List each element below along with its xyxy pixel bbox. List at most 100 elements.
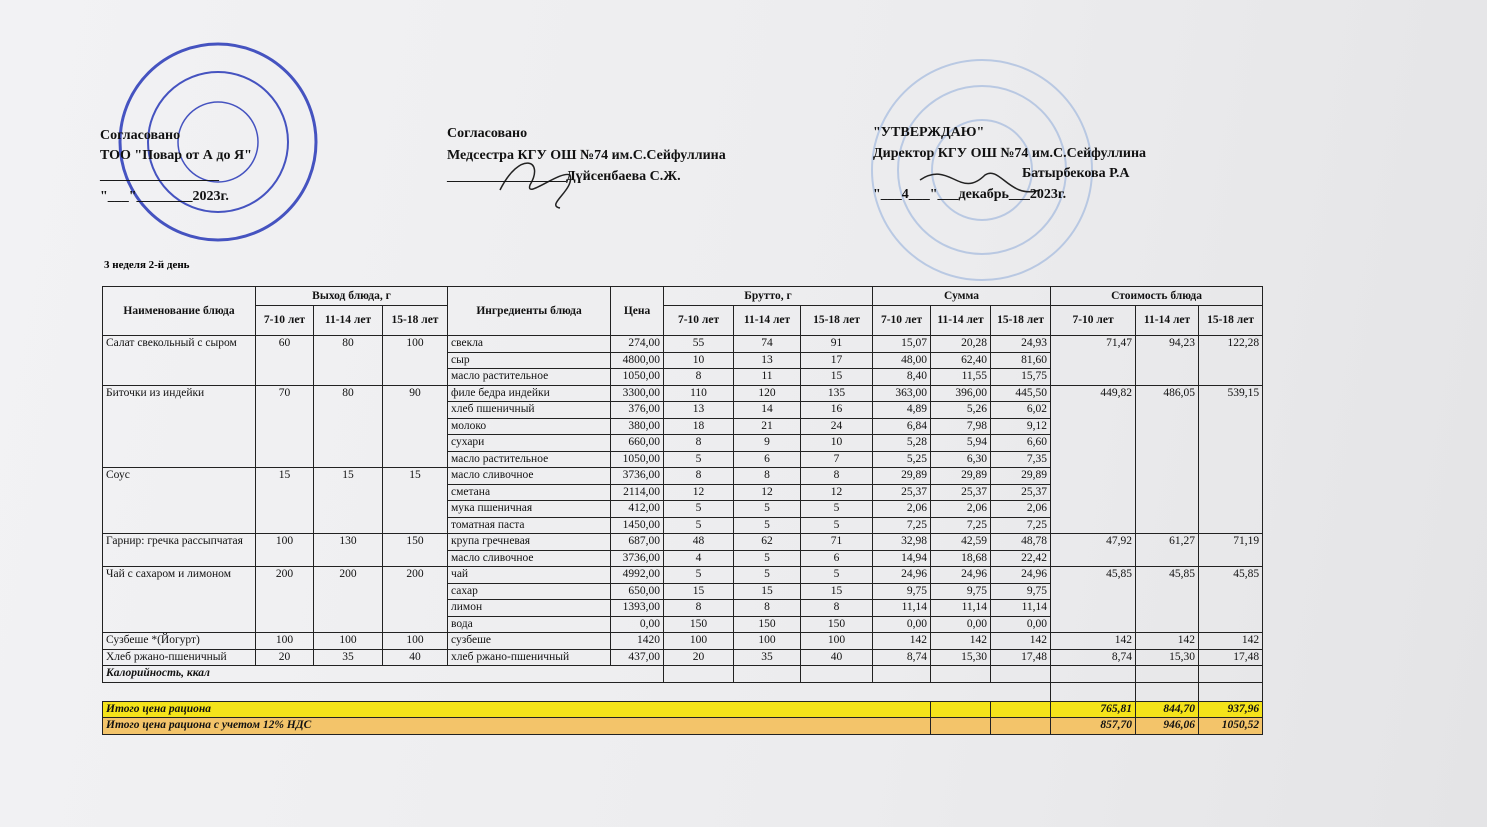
empty-cell [990, 717, 1052, 735]
sum: 7,98 [930, 417, 992, 435]
sum: 142 [990, 632, 1052, 650]
header-cell: Сумма [872, 286, 1052, 306]
age-header: 7-10 лет [872, 305, 932, 336]
brutto: 5 [663, 516, 735, 534]
dish-cost: 17,48 [1198, 648, 1264, 666]
dish-cost: 142 [1050, 632, 1137, 650]
dish-output: 90 [381, 384, 449, 468]
brutto: 5 [663, 450, 735, 468]
ingredient-price: 3300,00 [610, 384, 665, 402]
sum: 2,06 [930, 500, 992, 518]
sum: 25,37 [930, 483, 992, 501]
brutto: 5 [663, 566, 735, 584]
brutto: 20 [663, 648, 735, 666]
dish-output: 200 [313, 566, 383, 633]
age-header: 7-10 лет [1050, 305, 1137, 336]
calories-label: Калорийность, ккал [101, 665, 665, 683]
brutto: 8 [663, 434, 735, 452]
empty-cell [1050, 665, 1137, 683]
ingredient-price: 1393,00 [610, 599, 665, 617]
dish-cost: 45,85 [1198, 566, 1264, 633]
ingredient-price: 1050,00 [610, 450, 665, 468]
sum: 25,37 [990, 483, 1052, 501]
brutto: 74 [733, 335, 802, 353]
brutto: 48 [663, 533, 735, 551]
ingredient-name: вода [447, 615, 612, 633]
empty-cell [990, 665, 1052, 683]
ingredient-price: 437,00 [610, 648, 665, 666]
dish-output: 60 [255, 335, 314, 386]
dish-output: 70 [255, 384, 314, 468]
sum: 22,42 [990, 549, 1052, 567]
brutto: 13 [733, 351, 802, 369]
total-value: 765,81 [1050, 700, 1137, 718]
dish-output: 130 [313, 533, 383, 567]
brutto: 8 [663, 467, 735, 485]
empty-cell [930, 717, 992, 735]
brutto: 5 [733, 566, 802, 584]
dish-output: 80 [313, 335, 383, 386]
age-header: 7-10 лет [663, 305, 735, 336]
header-cell: Выход блюда, г [254, 286, 449, 306]
header-line: Согласовано [447, 126, 528, 141]
brutto: 5 [800, 566, 874, 584]
sum: 24,96 [872, 566, 932, 584]
brutto: 11 [733, 368, 802, 386]
ingredient-row: Чай с сахаром и лимоном 200 200 200 чай 4992,… [102, 566, 1264, 633]
ingredient-name: молоко [447, 417, 612, 435]
ingredient-name: сухари [447, 434, 612, 452]
ingredient-name: масло растительное [447, 368, 612, 386]
brutto: 100 [733, 632, 802, 650]
dish-cost: 94,23 [1135, 335, 1200, 386]
brutto: 8 [733, 599, 802, 617]
brutto: 9 [733, 434, 802, 452]
sum: 24,96 [930, 566, 992, 584]
age-header: 15-18 лет [800, 305, 874, 336]
dish-output: 100 [313, 632, 383, 650]
sum: 6,02 [990, 401, 1052, 419]
brutto: 150 [733, 615, 802, 633]
ingredient-row: хлеб пшеничный 376,00 13 14 16 4,89 5,26 6,02 [103, 401, 1263, 419]
ingredient-row: Биточки из индейки 70 80 90 филе бедра индей… [102, 384, 1264, 534]
total-label: Итого цена рациона с учетом 12% НДС [101, 717, 932, 735]
sum: 7,25 [872, 516, 932, 534]
brutto: 13 [663, 401, 735, 419]
sum: 11,14 [872, 599, 932, 617]
header-line: Медсестра КГУ ОШ №74 им.С.Сейфуллина [447, 148, 726, 163]
ingredient-name: хлеб ржано-пшеничный [447, 648, 612, 666]
ingredient-name: хлеб пшеничный [447, 401, 612, 419]
sum: 29,89 [930, 467, 992, 485]
dish-output: 80 [313, 384, 383, 468]
ingredient-row: Соус 15 15 15 масло сливочное 3736,00 8 8 8 29,89… [102, 467, 1263, 534]
brutto: 62 [733, 533, 802, 551]
dish-output: 20 [255, 648, 314, 666]
brutto: 110 [663, 384, 735, 402]
dish-output: 100 [381, 335, 449, 386]
sum: 142 [872, 632, 932, 650]
sum: 5,94 [930, 434, 992, 452]
brutto: 8 [663, 599, 735, 617]
total-label: Итого цена рациона [101, 700, 932, 718]
ingredient-row: сахар 650,00 15 15 15 9,75 9,75 9,75 [103, 582, 1263, 600]
empty-cell [1135, 681, 1200, 702]
dish-cost: 122,28 [1198, 335, 1264, 386]
sum: 396,00 [930, 384, 992, 402]
empty-cell [800, 665, 874, 683]
brutto: 7 [800, 450, 874, 468]
brutto: 16 [800, 401, 874, 419]
brutto: 12 [663, 483, 735, 501]
header-line: _________________Дүйсенбаева С.Ж. [447, 169, 681, 184]
dish-output: 35 [313, 648, 383, 666]
brutto: 10 [800, 434, 874, 452]
sum: 81,60 [990, 351, 1052, 369]
header-cell: Стоимость блюда [1050, 286, 1264, 306]
dish-output: 200 [255, 566, 314, 633]
dish-name: Сузбеше *(Йогурт) [102, 632, 256, 650]
total-value: 857,70 [1050, 717, 1137, 735]
sum: 29,89 [872, 467, 932, 485]
header-row: Наименование блюда Выход блюда, г Ингред… [102, 286, 1264, 336]
total-value: 937,96 [1198, 700, 1264, 718]
sum: 18,68 [930, 549, 992, 567]
ingredient-name: сыр [447, 351, 612, 369]
ingredient-price: 3736,00 [610, 549, 665, 567]
